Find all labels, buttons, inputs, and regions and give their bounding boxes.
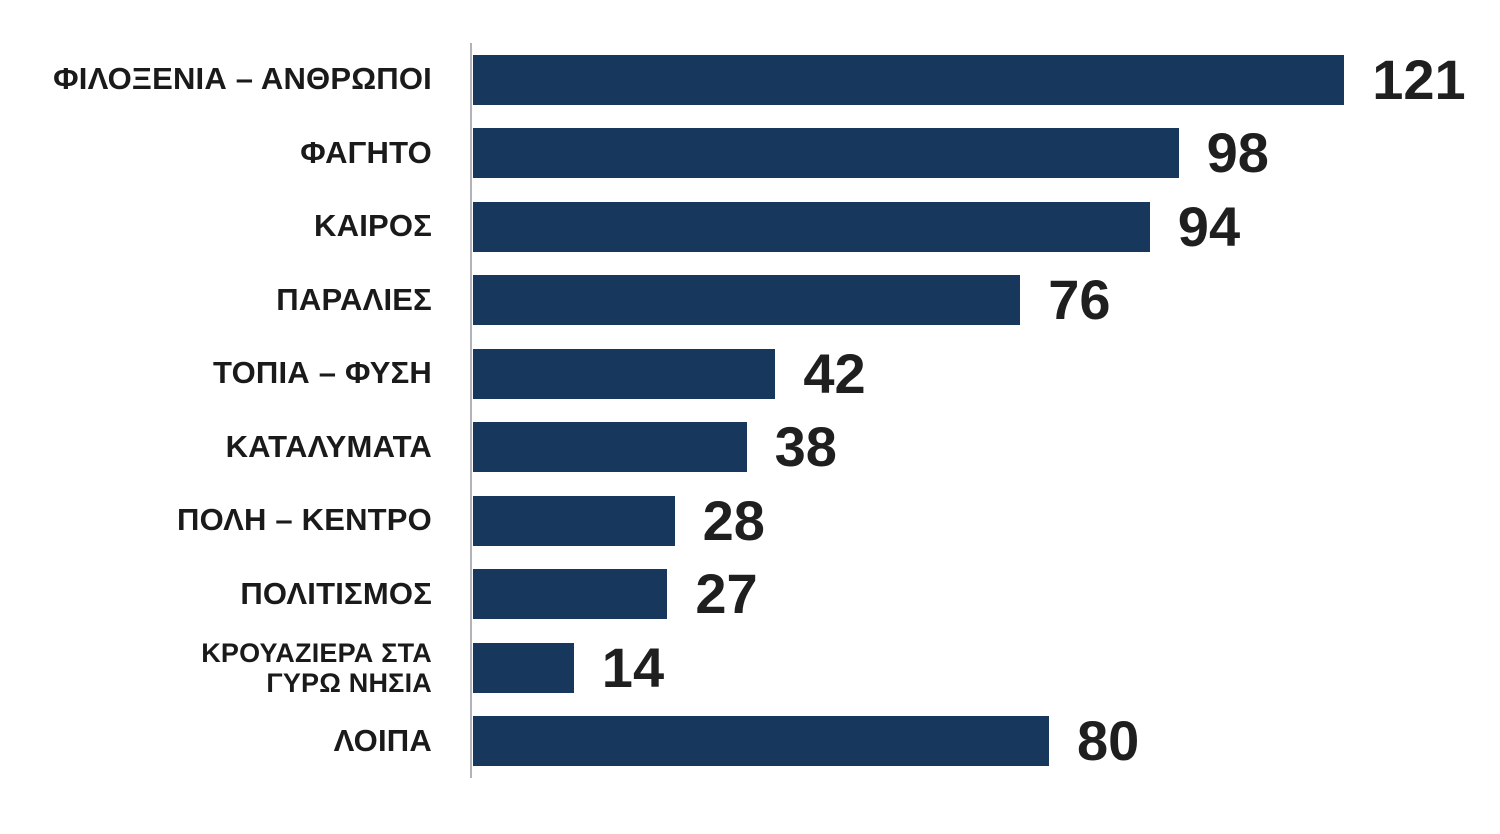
chart-row: ΠΟΛΙΤΙΣΜΟΣ 27 [0, 558, 1500, 632]
bar [473, 569, 668, 620]
bar-track: 94 [473, 190, 1500, 264]
chart-row: ΚΑΙΡΟΣ 94 [0, 190, 1500, 264]
bar-track: 27 [473, 558, 1500, 632]
bar-track: 121 [473, 43, 1500, 117]
chart-row: ΠΟΛΗ – ΚΕΝΤΡΟ 28 [0, 484, 1500, 558]
bar-track: 80 [473, 705, 1500, 779]
bar-track: 42 [473, 337, 1500, 411]
chart-row: ΚΡΟΥΑΖΙΕΡΑ ΣΤΑ ΓΥΡΩ ΝΗΣΙΑ 14 [0, 631, 1500, 705]
bar [473, 275, 1021, 326]
category-label: ΠΑΡΑΛΙΕΣ [276, 281, 432, 317]
bar [473, 495, 675, 546]
bar-track: 38 [473, 411, 1500, 485]
category-label: ΠΟΛΗ – ΚΕΝΤΡΟ [177, 502, 432, 538]
bar-track: 28 [473, 484, 1500, 558]
bar [473, 422, 747, 473]
value-label: 27 [695, 562, 758, 626]
value-label: 42 [803, 341, 866, 405]
chart-row: ΤΟΠΙΑ – ΦΥΣΗ 42 [0, 337, 1500, 411]
value-label: 14 [601, 635, 665, 699]
value-label: 38 [774, 415, 837, 479]
chart-row: ΛΟΙΠΑ 80 [0, 705, 1500, 779]
category-label: ΚΑΙΡΟΣ [314, 208, 432, 244]
category-label: ΤΟΠΙΑ – ΦΥΣΗ [213, 355, 432, 391]
value-label: 80 [1077, 709, 1140, 773]
value-label: 76 [1048, 268, 1111, 332]
bar-track: 14 [473, 631, 1500, 705]
value-label: 28 [702, 488, 765, 552]
bar [473, 716, 1049, 767]
chart-row: ΚΑΤΑΛΥΜΑΤΑ 38 [0, 411, 1500, 485]
bar [473, 348, 776, 399]
y-axis-line [470, 43, 472, 778]
bar [473, 128, 1179, 179]
value-label: 94 [1177, 194, 1241, 258]
chart-row: ΦΑΓΗΤΟ 98 [0, 117, 1500, 191]
bar-track: 76 [473, 264, 1500, 338]
bar [473, 642, 574, 693]
chart-row: ΦΙΛΟΞΕΝΙΑ – ΑΝΘΡΩΠΟΙ 121 [0, 43, 1500, 117]
value-label: 98 [1206, 121, 1269, 185]
category-label: ΛΟΙΠΑ [333, 722, 432, 758]
bar [473, 54, 1345, 105]
value-label: 121 [1372, 47, 1466, 111]
category-label: ΠΟΛΙΤΙΣΜΟΣ [240, 575, 432, 611]
bar-track: 98 [473, 117, 1500, 191]
chart-row: ΠΑΡΑΛΙΕΣ 76 [0, 264, 1500, 338]
category-label: ΚΑΤΑΛΥΜΑΤΑ [225, 428, 432, 464]
category-label: ΦΙΛΟΞΕΝΙΑ – ΑΝΘΡΩΠΟΙ [53, 61, 432, 97]
bar [473, 201, 1150, 252]
category-label: ΚΡΟΥΑΖΙΕΡΑ ΣΤΑ ΓΥΡΩ ΝΗΣΙΑ [201, 637, 432, 698]
category-label: ΦΑΓΗΤΟ [300, 134, 432, 170]
